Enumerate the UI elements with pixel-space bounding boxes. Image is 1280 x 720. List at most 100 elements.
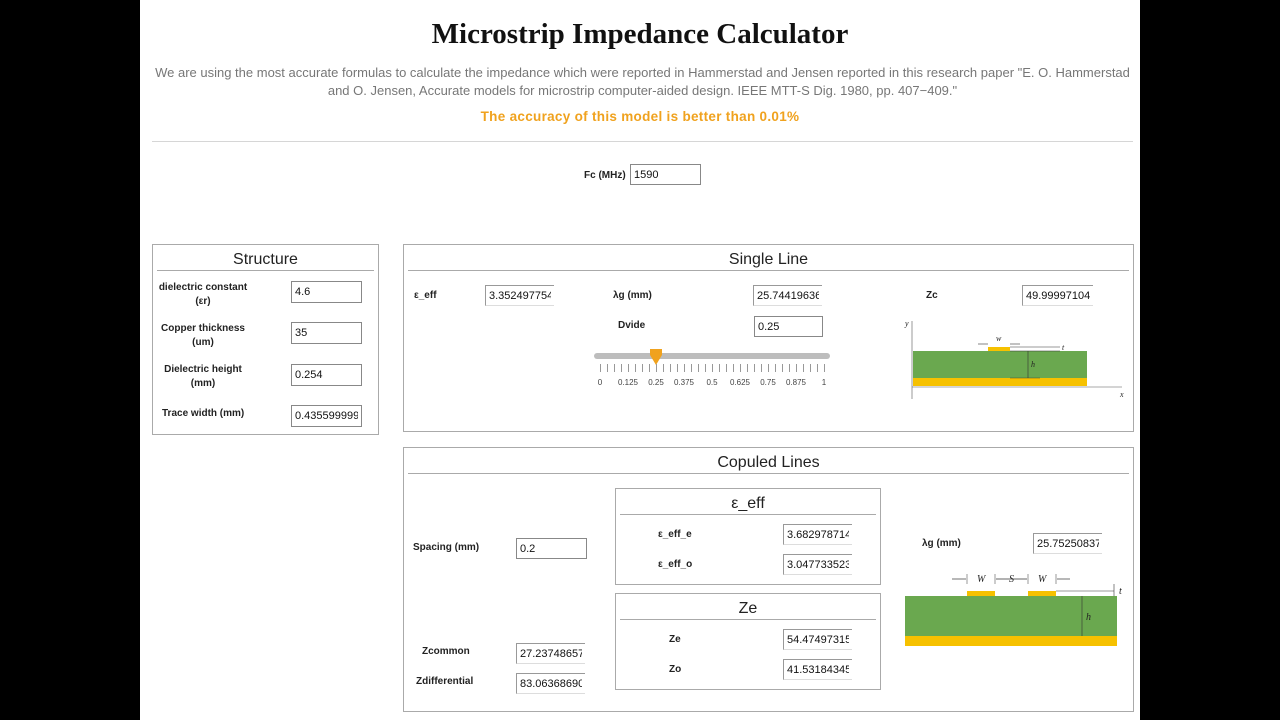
single-diagram-h: h <box>1031 360 1035 369</box>
slider-track[interactable] <box>594 353 830 359</box>
slider-tick <box>663 364 664 372</box>
single-line-diagram: w t h y x <box>904 319 1124 399</box>
slider-tick <box>733 364 734 372</box>
slider-tick-label: 0.375 <box>673 378 695 387</box>
dielectric-constant-label-line2: (εr) <box>195 296 211 307</box>
dielectric-constant-label-line1: dielectric constant <box>158 282 248 293</box>
ze-output[interactable] <box>783 629 852 650</box>
dielectric-height-input[interactable] <box>291 364 362 386</box>
coupled-diagram-w1: W <box>977 574 987 585</box>
slider-tick-label: 0.75 <box>760 378 776 387</box>
structure-panel: Structure dielectric constant (εr) Coppe… <box>152 244 379 435</box>
slider-tick <box>642 364 643 372</box>
slider-tick-labels: 0 0.125 0.25 0.375 0.5 0.625 0.75 0.875 1 <box>594 378 830 390</box>
zdifferential-label: Zdifferential <box>416 676 474 687</box>
copper-thickness-label-line2: (um) <box>192 337 214 348</box>
slider-tick <box>691 364 692 372</box>
slider-tick <box>614 364 615 372</box>
dielectric-constant-label: dielectric constant (εr) <box>155 281 251 309</box>
coupled-lambda-output[interactable] <box>1033 533 1102 554</box>
eeff-o-output[interactable] <box>783 554 852 575</box>
coupled-ze-box: Ze Ze Zo <box>615 593 881 690</box>
slider-tick <box>649 364 650 372</box>
dielectric-constant-input[interactable] <box>291 281 362 303</box>
fc-label: Fc (MHz) <box>584 170 626 181</box>
divider <box>152 141 1133 142</box>
slider-tick <box>789 364 790 372</box>
copper-thickness-label-line1: Copper thickness <box>161 323 245 334</box>
slider-tick <box>810 364 811 372</box>
slider-thumb[interactable] <box>649 349 663 365</box>
page: Microstrip Impedance Calculator We are u… <box>140 0 1140 720</box>
slider-tick <box>621 364 622 372</box>
slider-tick-label: 0.25 <box>648 378 664 387</box>
coupled-eeff-box-title: ε_eff <box>620 493 876 515</box>
ze-label: Ze <box>669 634 681 645</box>
slider-tick <box>747 364 748 372</box>
zo-output[interactable] <box>783 659 852 680</box>
dielectric-height-label-line1: Dielectric height <box>164 364 242 375</box>
single-diagram-t: t <box>1062 343 1065 352</box>
page-title: Microstrip Impedance Calculator <box>431 18 849 50</box>
slider-tick <box>677 364 678 372</box>
slider-tick-label: 0.5 <box>706 378 718 387</box>
eeff-e-output[interactable] <box>783 524 852 545</box>
coupled-diagram-s: S <box>1009 574 1014 585</box>
slider-tick <box>600 364 601 372</box>
slider-tick-label: 0.875 <box>785 378 807 387</box>
slider-tick <box>803 364 804 372</box>
single-lambda-label: λg (mm) <box>613 290 652 301</box>
slider-tick <box>712 364 713 372</box>
slider-tick <box>740 364 741 372</box>
zcommon-output[interactable] <box>516 643 585 664</box>
dielectric-height-label: Dielectric height (mm) <box>155 363 251 391</box>
spacing-input[interactable] <box>516 538 587 559</box>
dvide-input[interactable] <box>754 316 823 337</box>
single-diagram-y: y <box>904 319 909 328</box>
slider-tick <box>754 364 755 372</box>
slider-tick <box>684 364 685 372</box>
coupled-lines-diagram: W S W t h <box>905 574 1122 646</box>
dielectric-height-label-line2: (mm) <box>190 378 216 389</box>
coupled-diagram-w2: W <box>1038 574 1048 585</box>
coupled-diagram-h: h <box>1086 612 1091 623</box>
slider-tick <box>698 364 699 372</box>
zo-label: Zo <box>669 664 682 675</box>
spacing-label: Spacing (mm) <box>413 542 480 553</box>
slider-tick <box>670 364 671 372</box>
trace-width-label: Trace width (mm) <box>162 408 245 419</box>
coupled-lines-panel: Copuled Lines Spacing (mm) Zcommon Zdiff… <box>403 447 1134 712</box>
slider-tick <box>656 364 657 372</box>
slider-tick <box>775 364 776 372</box>
coupled-diagram-t: t <box>1119 586 1122 597</box>
structure-title: Structure <box>157 249 374 271</box>
zdifferential-output[interactable] <box>516 673 585 694</box>
slider-tick <box>824 364 825 372</box>
slider-tick-label: 0 <box>597 378 603 387</box>
single-lambda-output[interactable] <box>753 285 822 306</box>
slider-ticks <box>594 364 830 374</box>
copper-thickness-input[interactable] <box>291 322 362 344</box>
single-diagram-w: w <box>996 334 1002 343</box>
trace-width-input[interactable] <box>291 405 362 427</box>
slider-tick <box>782 364 783 372</box>
coupled-ze-box-title: Ze <box>620 598 876 620</box>
single-line-title: Single Line <box>408 249 1129 271</box>
zcommon-label: Zcommon <box>422 646 470 657</box>
slider-tick <box>726 364 727 372</box>
slider-tick <box>628 364 629 372</box>
zc-label: Zc <box>926 290 938 301</box>
slider-tick <box>761 364 762 372</box>
slider-tick <box>796 364 797 372</box>
fc-input[interactable] <box>630 164 701 185</box>
slider-tick <box>705 364 706 372</box>
single-line-panel: Single Line ε_eff λg (mm) Zc Dvide 0 0.12… <box>403 244 1134 432</box>
zc-output[interactable] <box>1022 285 1093 306</box>
single-diagram-x: x <box>1119 390 1124 399</box>
single-eeff-output[interactable] <box>485 285 554 306</box>
slider-tick-label: 1 <box>821 378 827 387</box>
dvide-slider[interactable]: 0 0.125 0.25 0.375 0.5 0.625 0.75 0.875 1 <box>594 349 830 391</box>
accuracy-note: The accuracy of this model is better tha… <box>480 109 800 124</box>
eeff-e-label: ε_eff_e <box>658 529 692 540</box>
slider-tick <box>719 364 720 372</box>
